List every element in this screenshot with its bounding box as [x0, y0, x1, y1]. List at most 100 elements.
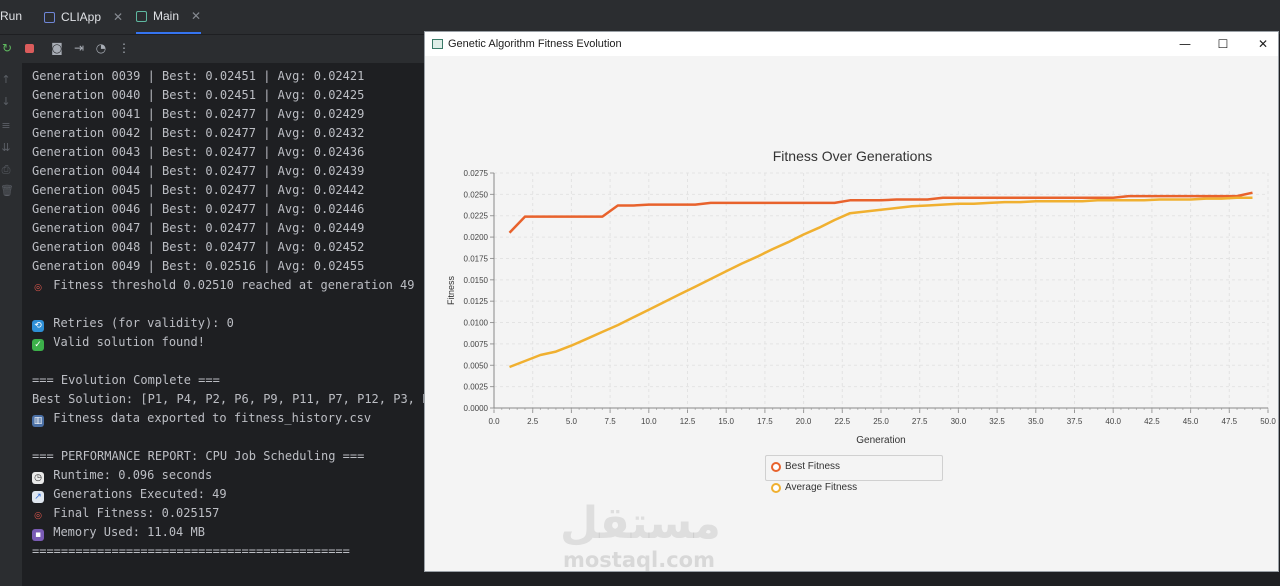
y-tick-label: 0.0125	[464, 297, 489, 306]
x-tick-label: 22.5	[835, 417, 851, 426]
rerun-icon[interactable]: ↻	[1, 41, 13, 55]
y-tick-label: 0.0175	[464, 254, 489, 263]
y-tick-label: 0.0250	[464, 190, 489, 199]
floppy-disk-icon: ▪	[32, 529, 44, 541]
console-line: Generation 0043 | Best: 0.02477 | Avg: 0…	[32, 145, 365, 159]
console-line: Generation 0044 | Best: 0.02477 | Avg: 0…	[32, 164, 365, 178]
exit-icon[interactable]: ⇥	[73, 41, 85, 55]
y-tick-label: 0.0100	[464, 319, 489, 328]
y-tick-label: 0.0275	[464, 169, 489, 178]
export-text: Fitness data exported to fitness_history…	[53, 411, 372, 425]
x-tick-label: 47.5	[1222, 417, 1238, 426]
y-tick-label: 0.0200	[464, 233, 489, 242]
scroll-down-icon[interactable]: ↓	[1, 95, 11, 108]
scroll-to-end-icon[interactable]: ⇊	[1, 141, 11, 154]
stop-icon[interactable]	[22, 41, 36, 55]
target-icon: ◎	[34, 283, 42, 293]
console-line: Generation 0045 | Best: 0.02477 | Avg: 0…	[32, 183, 365, 197]
close-icon[interactable]: ✕	[113, 10, 124, 24]
x-tick-label: 50.0	[1260, 417, 1276, 426]
x-tick-label: 45.0	[1183, 417, 1199, 426]
tab-label: CLIApp	[61, 10, 102, 24]
legend-label: Best Fitness	[785, 461, 841, 472]
best-fitness-line	[508, 191, 1253, 234]
repeat-icon: ⟲	[32, 320, 44, 332]
x-tick-label: 12.5	[680, 417, 696, 426]
scroll-up-icon[interactable]: ↑	[1, 73, 11, 86]
x-axis-label: Generation	[856, 435, 905, 446]
console-line: Generation 0041 | Best: 0.02477 | Avg: 0…	[32, 107, 365, 121]
gauge-icon[interactable]: ◔	[95, 41, 107, 55]
separator-line: ========================================…	[32, 544, 350, 558]
console-output[interactable]: Generation 0039 | Best: 0.02451 | Avg: 0…	[22, 63, 424, 586]
console-gutter: ↑ ↓ ≡ ⇊ ⎙ 🗑	[0, 63, 22, 586]
retries-message: ⟲ Retries (for validity): 0	[32, 314, 234, 333]
watermark-logo-arabic: مستقل	[560, 498, 721, 549]
legend-label: Average Fitness	[785, 482, 858, 493]
tab-cliapp[interactable]: CLIApp ✕	[44, 0, 123, 34]
print-icon[interactable]: ⎙	[1, 163, 11, 176]
console-line: Generation 0046 | Best: 0.02477 | Avg: 0…	[32, 202, 365, 216]
x-tick-label: 0.0	[488, 417, 500, 426]
java-file-icon	[44, 11, 55, 23]
tab-label: Main	[153, 9, 180, 23]
chart-title: Fitness Over Generations	[772, 148, 933, 164]
x-tick-label: 2.5	[527, 417, 539, 426]
trend-chart-icon: ↗	[32, 491, 44, 503]
retries-text: Retries (for validity): 0	[53, 316, 234, 330]
export-message: ▥ Fitness data exported to fitness_histo…	[32, 409, 371, 428]
x-tick-label: 30.0	[951, 417, 967, 426]
generations-line: ↗ Generations Executed: 49	[32, 485, 227, 504]
java-file-icon	[136, 10, 147, 22]
console-line: Generation 0042 | Best: 0.02477 | Avg: 0…	[32, 126, 365, 140]
y-tick-label: 0.0050	[464, 361, 489, 370]
threshold-message: ◎ Fitness threshold 0.02510 reached at g…	[32, 276, 424, 295]
x-tick-label: 27.5	[912, 417, 928, 426]
memory-line: ▪ Memory Used: 11.04 MB	[32, 523, 205, 542]
x-tick-label: 42.5	[1144, 417, 1160, 426]
x-tick-label: 15.0	[718, 417, 734, 426]
x-tick-label: 35.0	[1028, 417, 1044, 426]
more-icon[interactable]: ⋮	[118, 41, 130, 55]
generations-text: Generations Executed: 49	[53, 487, 227, 501]
y-tick-label: 0.0150	[464, 276, 489, 285]
y-tick-label: 0.0025	[464, 383, 489, 392]
x-tick-label: 25.0	[873, 417, 889, 426]
watermark-logo-latin: mostaql.com	[563, 548, 715, 572]
runtime-text: Runtime: 0.096 seconds	[53, 468, 213, 482]
threshold-text: Fitness threshold 0.02510 reached at gen…	[53, 278, 424, 292]
console-line: Generation 0049 | Best: 0.02516 | Avg: 0…	[32, 259, 365, 273]
x-tick-label: 40.0	[1105, 417, 1121, 426]
camera-icon[interactable]: ◙	[51, 41, 63, 55]
runtime-line: ◷ Runtime: 0.096 seconds	[32, 466, 212, 485]
close-button[interactable]: ✕	[1257, 37, 1269, 51]
tab-main[interactable]: Main ✕	[136, 0, 202, 34]
valid-text: Valid solution found!	[53, 335, 205, 349]
legend-marker	[771, 482, 781, 493]
performance-header: === PERFORMANCE REPORT: CPU Job Scheduli…	[32, 449, 365, 463]
console-line: Generation 0039 | Best: 0.02451 | Avg: 0…	[32, 69, 365, 83]
trash-icon[interactable]: 🗑	[0, 184, 14, 197]
soft-wrap-icon[interactable]: ≡	[1, 119, 11, 132]
x-tick-label: 37.5	[1067, 417, 1083, 426]
memory-text: Memory Used: 11.04 MB	[53, 525, 205, 539]
close-icon[interactable]: ✕	[191, 9, 202, 23]
maximize-button[interactable]: ☐	[1217, 37, 1229, 51]
run-toolbar: ↻ ◙ ⇥ ◔ ⋮	[0, 35, 424, 63]
app-icon	[432, 39, 443, 49]
chart-legend: Best Fitness Average Fitness	[765, 455, 943, 493]
window-titlebar[interactable]: Genetic Algorithm Fitness Evolution — ☐ …	[425, 32, 1278, 56]
evolution-complete-line: === Evolution Complete ===	[32, 373, 220, 387]
check-icon: ✓	[32, 339, 44, 351]
x-tick-label: 5.0	[566, 417, 578, 426]
x-tick-label: 7.5	[605, 417, 617, 426]
y-tick-label: 0.0225	[464, 212, 489, 221]
x-tick-label: 17.5	[757, 417, 773, 426]
x-tick-label: 10.0	[641, 417, 657, 426]
ide-tab-bar: Run CLIApp ✕ Main ✕	[0, 0, 1280, 35]
y-tick-label: 0.0000	[464, 404, 489, 413]
minimize-button[interactable]: —	[1179, 37, 1191, 51]
target-icon: ◎	[34, 511, 42, 521]
final-fitness-line: ◎ Final Fitness: 0.025157	[32, 504, 219, 523]
console-line: Generation 0048 | Best: 0.02477 | Avg: 0…	[32, 240, 365, 254]
